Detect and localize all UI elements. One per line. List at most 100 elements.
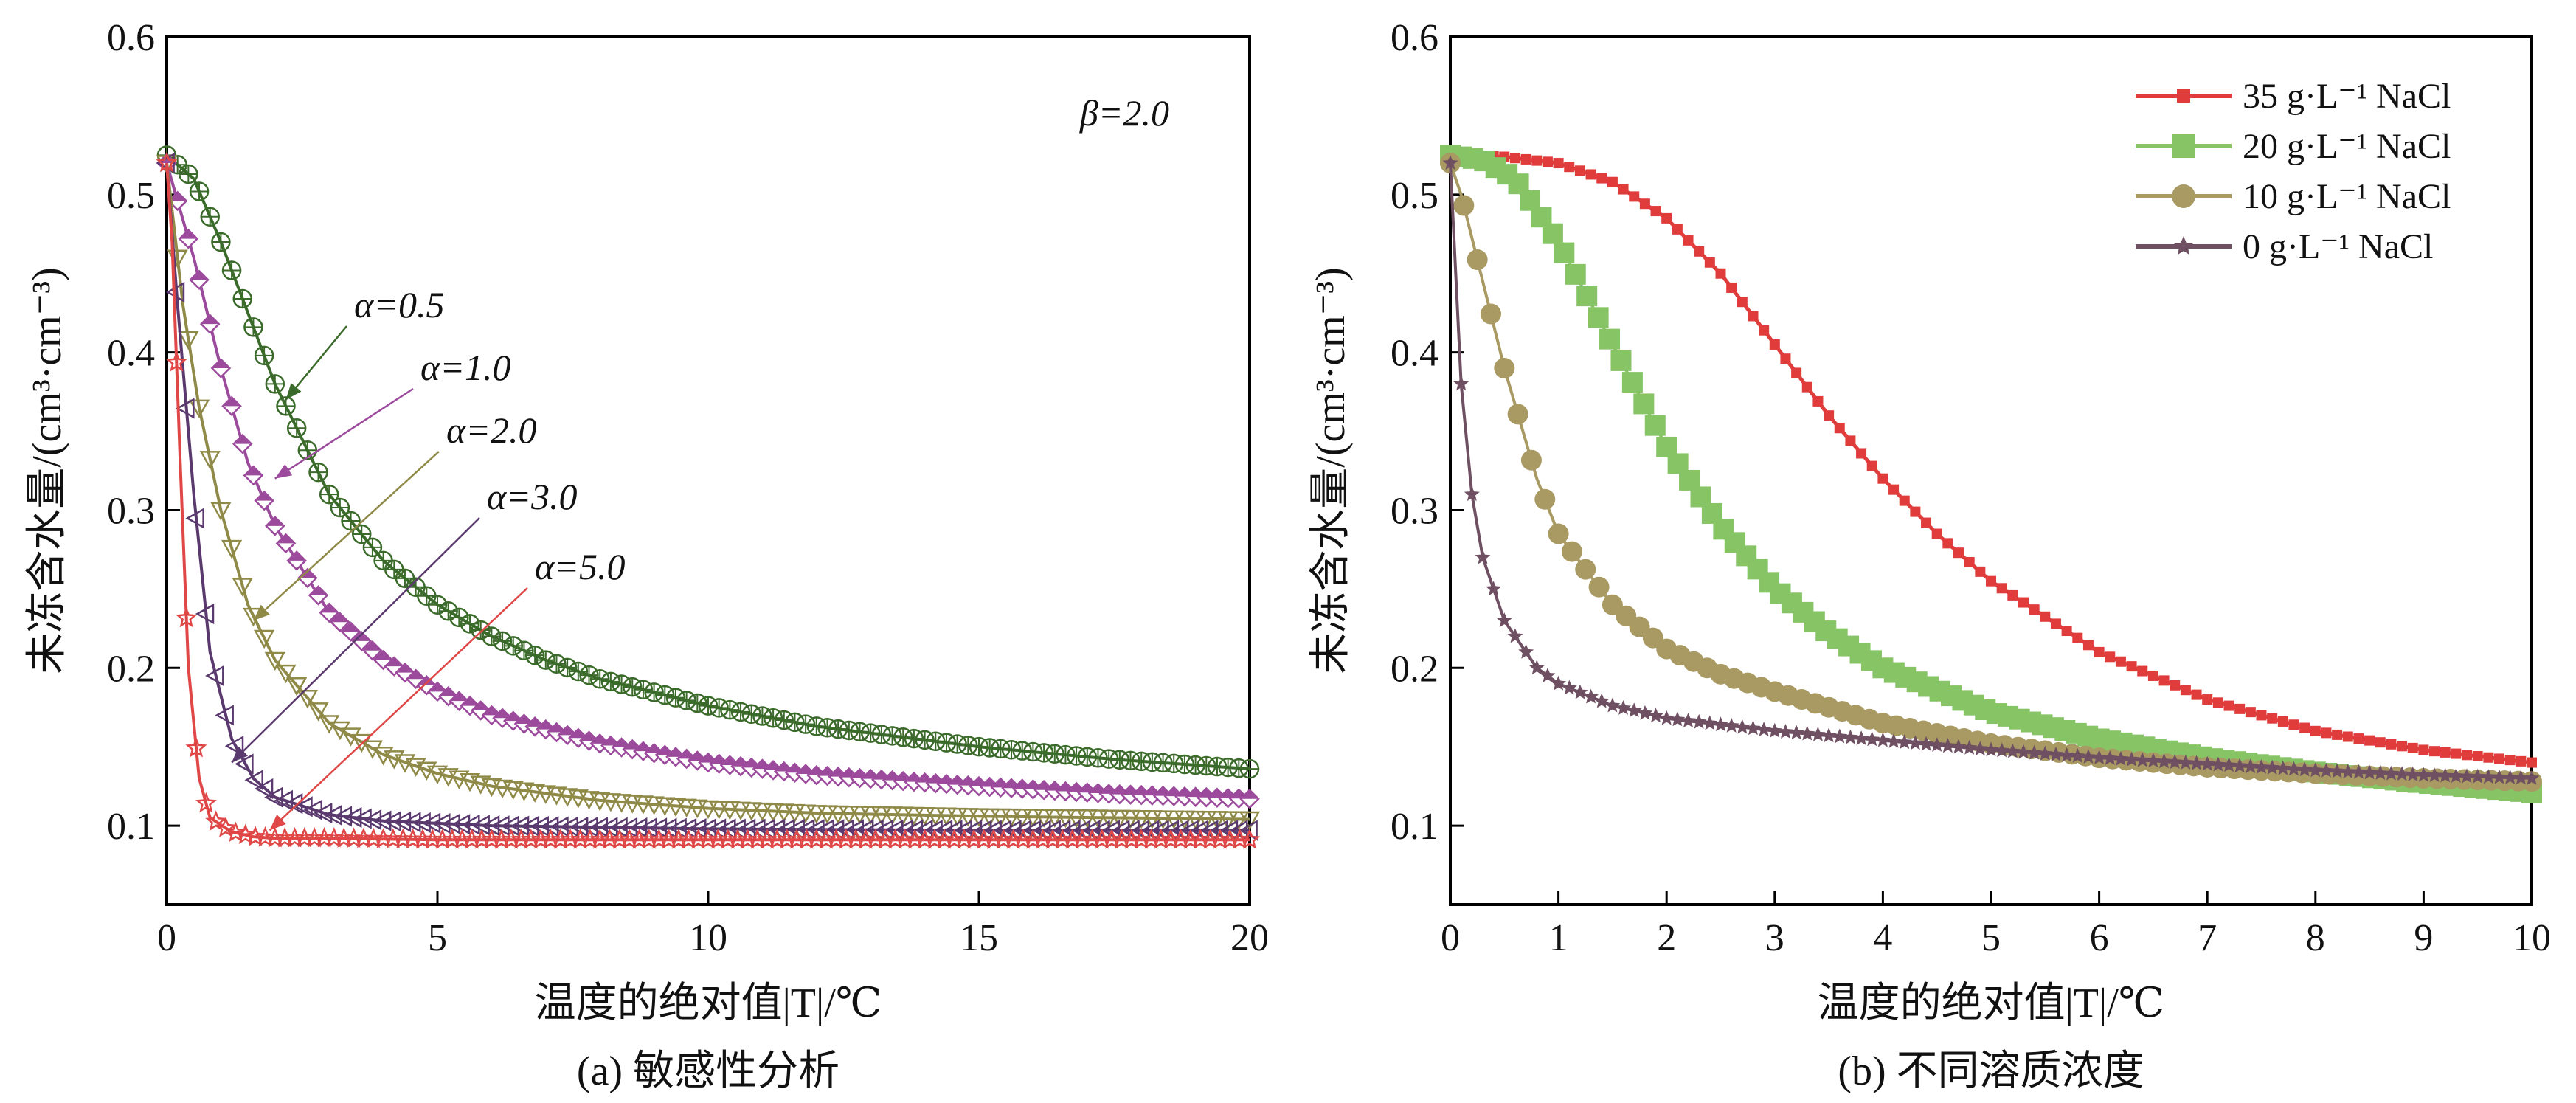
data-point — [589, 668, 610, 689]
data-point — [1185, 810, 1206, 830]
annotation-arrowhead — [232, 746, 249, 763]
y-tick-label: 0.4 — [1391, 333, 1438, 375]
data-point — [676, 798, 697, 818]
y-tick-label: 0.1 — [1391, 806, 1438, 848]
data-point — [2288, 719, 2299, 730]
data-point — [1572, 684, 1588, 699]
data-point — [2232, 758, 2248, 773]
data-point — [2415, 767, 2431, 782]
data-point — [536, 650, 556, 670]
data-point — [1518, 643, 1534, 659]
data-point — [165, 350, 187, 372]
data-point — [178, 228, 199, 249]
data-point — [794, 804, 817, 823]
data-point — [1087, 809, 1109, 829]
annotation-label: α=3.0 — [487, 476, 578, 517]
data-point — [1486, 581, 1502, 596]
data-point — [2029, 604, 2040, 615]
data-point — [1565, 263, 1586, 285]
x-tick-label: 15 — [960, 917, 998, 959]
data-point — [1583, 688, 1599, 704]
data-point — [1185, 755, 1205, 775]
data-point — [2394, 766, 2410, 781]
data-point — [1780, 353, 1791, 364]
series-group-a — [156, 145, 1261, 849]
data-point — [1799, 725, 1815, 741]
data-point — [1694, 246, 1705, 257]
annotation-4: α=5.0 — [269, 546, 626, 831]
data-point — [806, 716, 827, 736]
data-point — [882, 806, 903, 826]
series-group-b — [1440, 145, 2542, 803]
data-point — [925, 807, 946, 826]
data-point — [224, 736, 244, 757]
data-point — [1480, 303, 1501, 325]
data-point — [622, 795, 643, 814]
data-point — [2277, 716, 2288, 727]
data-point — [2372, 765, 2389, 780]
data-point — [860, 806, 882, 825]
data-point — [1011, 809, 1033, 828]
legend-b: 35 g·L⁻¹ NaCl 20 g·L⁻¹ NaCl 10 g·L⁻¹ NaCl 0… — [2136, 77, 2451, 266]
data-point — [1509, 153, 1520, 164]
x-tick-label: 1 — [1549, 917, 1568, 959]
x-tick-label: 6 — [2090, 917, 2109, 959]
data-point — [215, 705, 234, 726]
data-point — [178, 331, 199, 350]
data-point — [2504, 755, 2516, 766]
data-point — [232, 288, 253, 309]
y-tick-label: 0.4 — [107, 333, 155, 375]
data-point — [1939, 738, 1956, 753]
data-point — [741, 802, 762, 821]
data-point — [500, 815, 519, 837]
data-point — [2527, 757, 2537, 768]
data-point — [1065, 809, 1087, 829]
x-tick-label: 5 — [428, 917, 447, 959]
data-point — [384, 559, 404, 580]
data-point — [340, 727, 361, 747]
data-point — [870, 806, 893, 826]
data-point — [1810, 726, 1826, 741]
data-point — [254, 778, 274, 800]
y-tick-labels-a: 0.1 0.2 0.3 0.4 0.5 0.6 — [107, 17, 155, 848]
data-point — [535, 785, 556, 804]
data-point — [176, 606, 198, 628]
data-point — [1564, 162, 1575, 173]
data-point — [1174, 754, 1195, 775]
data-point — [1076, 809, 1098, 829]
data-point — [491, 779, 513, 799]
data-point — [547, 654, 567, 674]
caption-b: (b) 不同溶质浓度 — [1838, 1048, 2144, 1094]
annotation-label: α=1.0 — [420, 347, 511, 388]
data-point — [2321, 727, 2332, 739]
data-point — [926, 731, 946, 752]
data-point — [520, 815, 539, 837]
data-point — [1672, 224, 1683, 235]
data-point — [1196, 811, 1217, 830]
data-point — [1899, 495, 1910, 506]
data-point — [838, 805, 859, 825]
data-point — [1972, 741, 1988, 756]
data-point — [611, 794, 632, 813]
data-point — [828, 805, 849, 825]
data-point — [2113, 750, 2129, 766]
data-point — [1778, 724, 1793, 739]
annotation-label: α=0.5 — [354, 284, 445, 325]
data-point — [471, 815, 490, 836]
legend-item: 0 g·L⁻¹ NaCl — [2136, 227, 2433, 266]
data-point — [1442, 155, 1458, 170]
data-point — [1734, 719, 1751, 734]
data-point — [795, 714, 816, 734]
data-point — [1520, 153, 1531, 165]
data-point — [2254, 759, 2269, 774]
series-a-4 — [156, 151, 1261, 849]
data-point — [1824, 410, 1835, 421]
annotation-arrow — [274, 387, 414, 480]
data-point — [308, 462, 328, 483]
legend-item: 10 g·L⁻¹ NaCl — [2136, 177, 2451, 216]
data-point — [2145, 753, 2161, 768]
data-point — [1618, 184, 1629, 195]
data-point — [221, 395, 242, 417]
data-point — [1197, 755, 1216, 776]
data-point — [698, 696, 719, 716]
